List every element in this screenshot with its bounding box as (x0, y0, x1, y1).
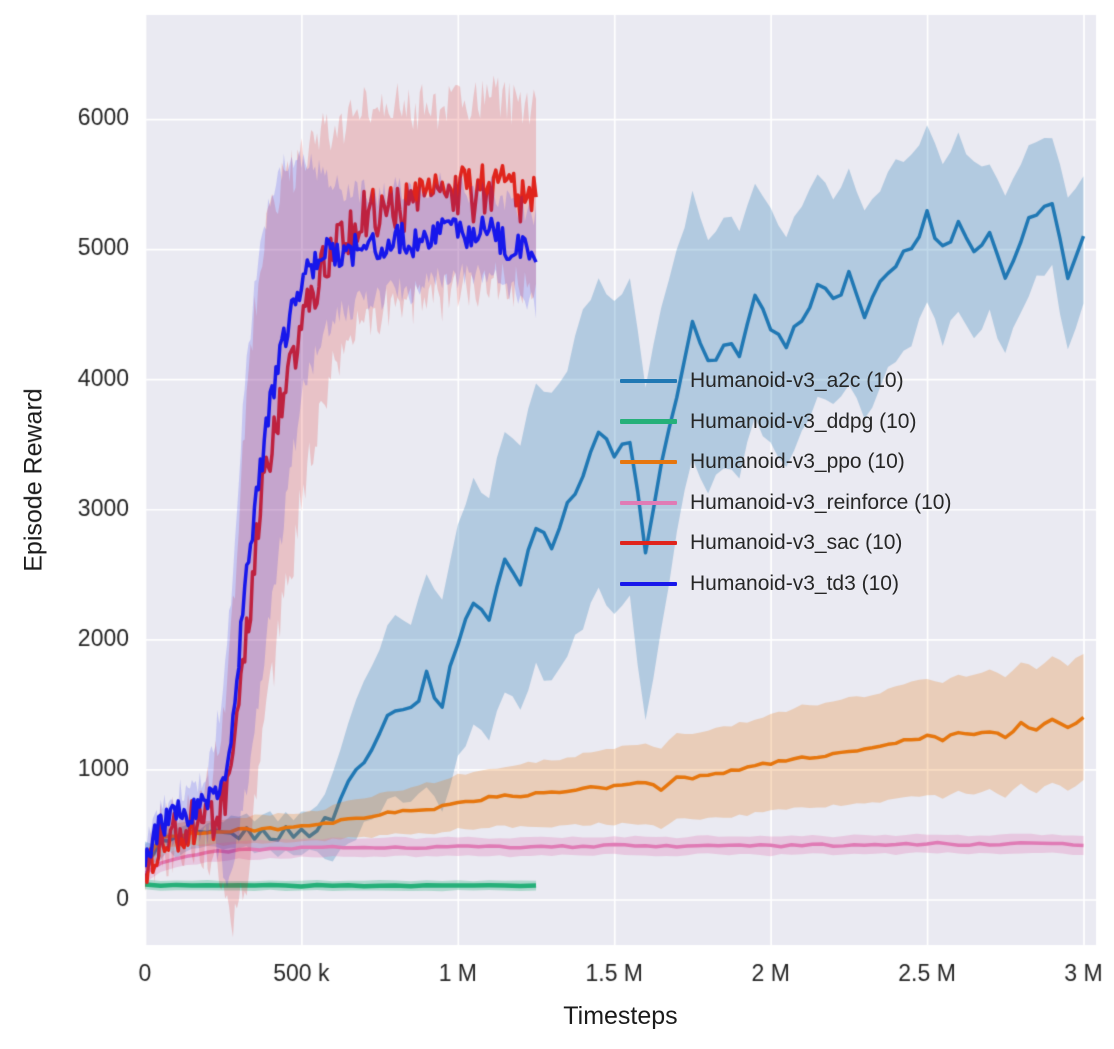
legend-label-ddpg: Humanoid-v3_ddpg (10) (690, 409, 917, 433)
legend-item-a2c: Humanoid-v3_a2c (10) (620, 361, 951, 402)
x-axis-label: Timesteps (563, 1002, 678, 1030)
legend-label-reinforce: Humanoid-v3_reinforce (10) (690, 490, 952, 514)
legend-item-sac: Humanoid-v3_sac (10) (620, 523, 951, 564)
legend-swatch-sac (620, 541, 677, 546)
legend-item-reinforce: Humanoid-v3_reinforce (10) (620, 483, 951, 524)
legend-swatch-td3 (620, 581, 677, 586)
legend-item-ddpg: Humanoid-v3_ddpg (10) (620, 402, 951, 443)
legend-swatch-reinforce (620, 500, 677, 505)
legend-swatch-a2c (620, 379, 677, 384)
legend-swatch-ppo (620, 460, 677, 465)
legend-label-sac: Humanoid-v3_sac (10) (690, 531, 903, 555)
legend-label-td3: Humanoid-v3_td3 (10) (690, 571, 899, 595)
legend-item-ppo: Humanoid-v3_ppo (10) (620, 442, 951, 483)
legend: Humanoid-v3_a2c (10) Humanoid-v3_ddpg (10… (620, 361, 951, 604)
legend-item-td3: Humanoid-v3_td3 (10) (620, 564, 951, 605)
y-axis-label: Episode Reward (19, 388, 48, 572)
legend-label-ppo: Humanoid-v3_ppo (10) (690, 450, 905, 474)
legend-swatch-ddpg (620, 419, 677, 425)
legend-label-a2c: Humanoid-v3_a2c (10) (690, 369, 904, 393)
